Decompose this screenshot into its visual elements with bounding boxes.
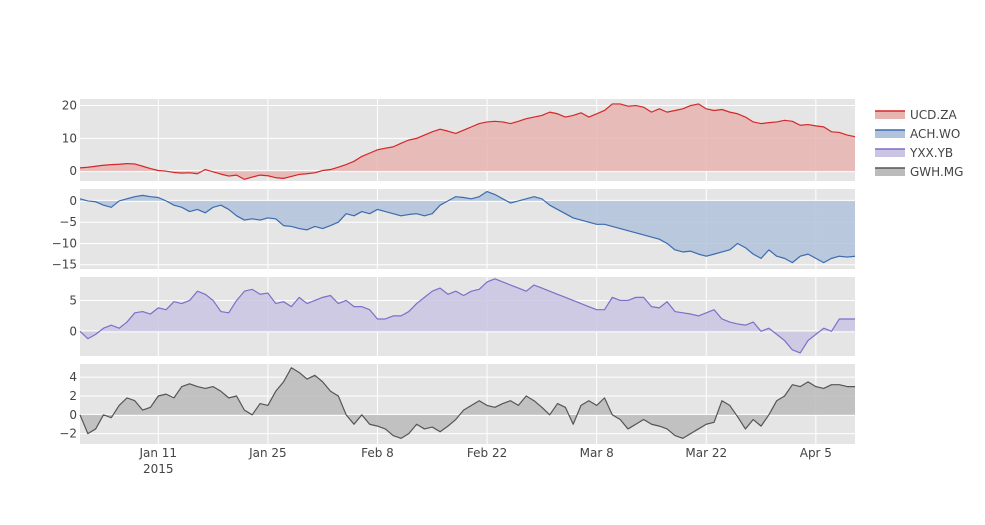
series-area-ACH.WO (80, 191, 855, 263)
legend-item-GWH.MG[interactable]: GWH.MG (875, 165, 963, 179)
legend-item-ACH.WO[interactable]: ACH.WO (875, 127, 960, 141)
panel-gwh-mg: 4 2 0 −2 (59, 364, 855, 444)
panel-yxx-yb: 50 (69, 277, 855, 356)
y-tick-label: 2 (69, 389, 77, 403)
y-tick-label: 0 (69, 408, 77, 422)
y-tick-label: −2 (59, 427, 77, 441)
y-tick-label: 0 (69, 164, 77, 178)
y-tick-label: −10 (52, 236, 77, 250)
panel-ucd-za: 20 10 0 (62, 99, 856, 181)
y-tick-label: 4 (69, 370, 77, 384)
x-axis: Jan 11 Jan 25 Feb 8 Feb 22 Mar 8 Mar 22 Apr 5 2… (138, 446, 831, 476)
y-tick-label: −15 (52, 258, 77, 272)
legend-item-YXX.YB[interactable]: YXX.YB (875, 146, 953, 160)
x-tick-label: Jan 11 (138, 446, 177, 460)
legend-swatch (875, 149, 905, 157)
y-tick-label: 0 (69, 194, 77, 208)
y-tick-label: −5 (59, 215, 77, 229)
legend-label: ACH.WO (910, 127, 960, 141)
series-area-GWH.MG (80, 367, 855, 439)
y-tick-label: 10 (62, 131, 77, 145)
x-tick-label: Feb 8 (361, 446, 394, 460)
x-tick-label: Mar 8 (580, 446, 614, 460)
legend: UCD.ZA ACH.WO YXX.YB GWH.MG (875, 108, 963, 179)
legend-swatch (875, 168, 905, 176)
series-area-YXX.YB (80, 278, 855, 353)
series-line-GWH.MG (79, 367, 855, 439)
y-tick-label: 20 (62, 99, 77, 113)
series-line-YXX.YB (79, 278, 855, 354)
legend-swatch (875, 111, 905, 119)
x-tick-label: Jan 25 (248, 446, 287, 460)
y-tick-label: 5 (69, 293, 77, 307)
x-tick-label: Mar 22 (685, 446, 727, 460)
series-area-UCD.ZA (80, 103, 855, 180)
x-tick-label: Apr 5 (800, 446, 832, 460)
legend-item-UCD.ZA[interactable]: UCD.ZA (875, 108, 957, 122)
x-tick-label: Feb 22 (467, 446, 507, 460)
y-tick-label: 0 (69, 324, 77, 338)
legend-label: YXX.YB (909, 146, 953, 160)
series-line-ACH.WO (79, 190, 856, 264)
x-year-label: 2015 (143, 462, 174, 476)
legend-label: GWH.MG (910, 165, 963, 179)
legend-label: UCD.ZA (910, 108, 957, 122)
legend-swatch (875, 130, 905, 138)
panel-ach-wo: 0 −5 −10 −15 (52, 189, 856, 272)
series-line-UCD.ZA (79, 103, 856, 180)
